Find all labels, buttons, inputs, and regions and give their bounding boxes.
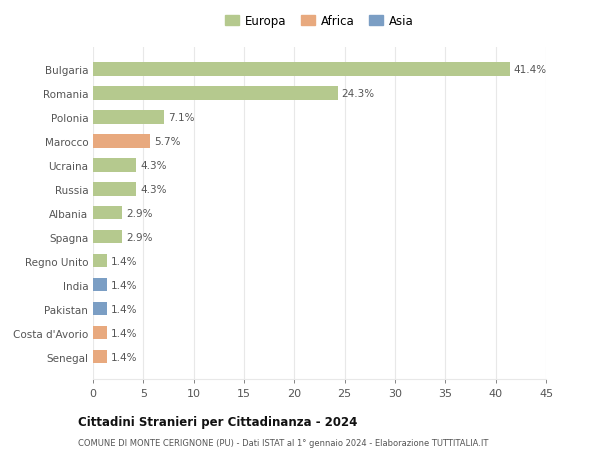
Text: 4.3%: 4.3% [140,185,167,195]
Bar [93,207,122,220]
Bar [93,183,136,196]
Bar [93,351,107,364]
Text: 2.9%: 2.9% [126,208,153,218]
Legend: Europa, Africa, Asia: Europa, Africa, Asia [221,11,418,31]
Bar [93,159,136,172]
Bar [93,302,107,316]
Bar [93,111,164,124]
Text: 24.3%: 24.3% [341,89,375,99]
Bar [93,135,151,148]
Text: 1.4%: 1.4% [111,256,137,266]
Text: Cittadini Stranieri per Cittadinanza - 2024: Cittadini Stranieri per Cittadinanza - 2… [78,415,358,428]
Bar [93,279,107,292]
Bar [93,231,122,244]
Bar [93,63,510,76]
Text: 5.7%: 5.7% [154,137,181,146]
Text: 7.1%: 7.1% [169,113,195,123]
Text: 1.4%: 1.4% [111,280,137,290]
Text: COMUNE DI MONTE CERIGNONE (PU) - Dati ISTAT al 1° gennaio 2024 - Elaborazione TU: COMUNE DI MONTE CERIGNONE (PU) - Dati IS… [78,438,488,448]
Text: 41.4%: 41.4% [514,65,547,75]
Bar [93,87,338,101]
Text: 4.3%: 4.3% [140,161,167,171]
Bar [93,326,107,340]
Text: 1.4%: 1.4% [111,328,137,338]
Text: 2.9%: 2.9% [126,232,153,242]
Text: 1.4%: 1.4% [111,352,137,362]
Text: 1.4%: 1.4% [111,304,137,314]
Bar [93,255,107,268]
